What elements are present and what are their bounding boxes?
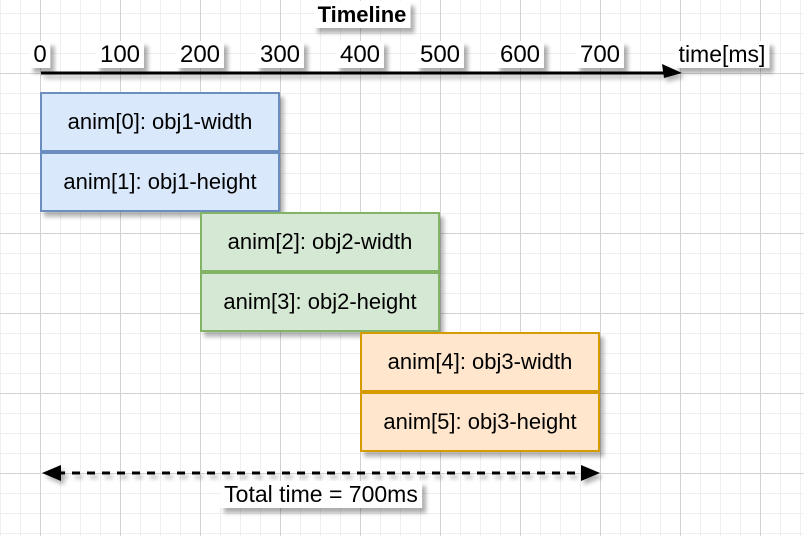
timeline-bar-anim3: anim[3]: obj2-height (200, 272, 440, 332)
axis-tick-600: 600 (495, 41, 545, 68)
bar-label: anim[2]: obj2-width (227, 229, 413, 254)
axis-tick-300: 300 (255, 41, 305, 68)
bar-label: anim[1]: obj1-height (63, 169, 257, 194)
axis-tick-100: 100 (95, 41, 145, 68)
axis-tick-400: 400 (335, 41, 385, 68)
diagram-title: Timeline (313, 1, 411, 28)
timeline-bar-anim1: anim[1]: obj1-height (40, 152, 280, 212)
total-time-label: Total time = 700ms (220, 481, 422, 508)
timeline-bar-anim5: anim[5]: obj3-height (360, 392, 600, 452)
bar-label: anim[4]: obj3-width (387, 349, 573, 374)
axis-tick-200: 200 (175, 41, 225, 68)
axis-unit-label: time[ms] (674, 41, 770, 68)
axis-tick-0: 0 (29, 41, 51, 68)
axis-tick-700: 700 (575, 41, 625, 68)
bar-label: anim[0]: obj1-width (67, 109, 253, 134)
timeline-bar-anim0: anim[0]: obj1-width (40, 92, 280, 152)
axis-tick-500: 500 (415, 41, 465, 68)
bar-label: anim[5]: obj3-height (383, 409, 577, 434)
timeline-bar-anim4: anim[4]: obj3-width (360, 332, 600, 392)
bar-label: anim[3]: obj2-height (223, 289, 417, 314)
timeline-bar-anim2: anim[2]: obj2-width (200, 212, 440, 272)
